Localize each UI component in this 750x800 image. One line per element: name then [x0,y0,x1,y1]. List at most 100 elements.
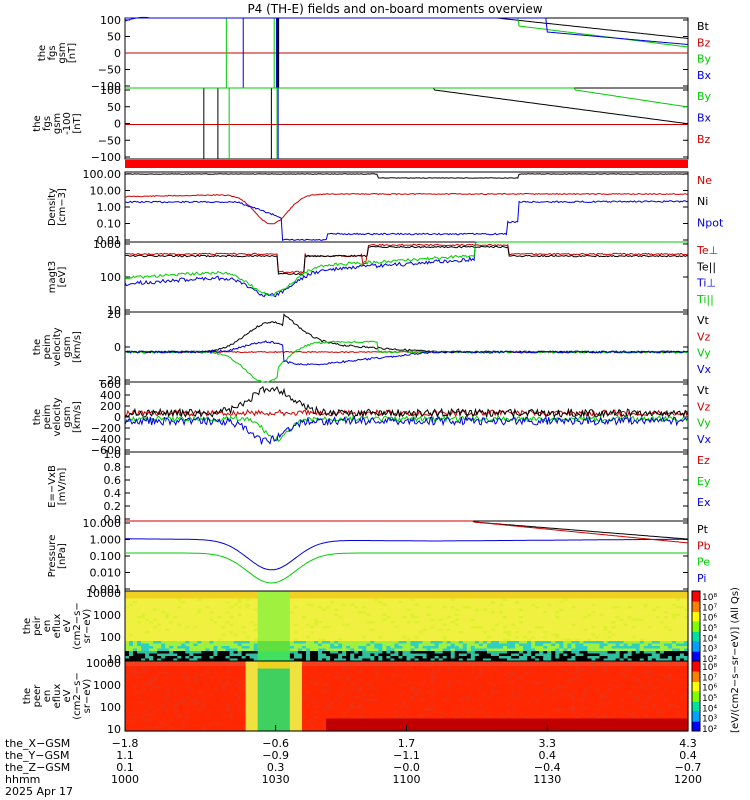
spectrogram-cell [354,646,359,650]
y-tick-label: 200 [100,400,121,413]
spectrogram-cell [390,648,396,652]
spectrogram-cell [583,601,589,605]
spectrogram-cell [309,623,315,627]
spectrogram-cell [322,638,327,642]
spectrogram-cell [571,628,576,632]
spectrogram-cell [330,633,335,637]
spectrogram-cell [386,631,392,635]
spectrogram-cell [209,703,215,707]
spectrogram-cell [579,646,585,650]
spectrogram-cell [314,603,319,607]
y-axis-label: eflux [52,614,63,639]
spectrogram-cell [603,603,609,607]
spectrogram-cell [579,638,585,642]
spectrogram-cell [362,611,367,615]
spectrogram-cell [221,618,227,622]
spectrogram-cell [470,656,476,660]
spectrogram-cell [197,636,203,640]
spectrogram-cell [531,611,536,615]
spectrogram-cell [555,611,560,615]
spectrogram-cell [277,596,283,600]
spectrogram-cell [237,676,243,680]
spectrogram-cell [229,661,235,665]
spectrogram-cell [301,658,307,662]
spectrogram-cell [177,681,182,685]
spectrogram-cell [125,728,130,732]
spectrogram-cell [519,651,524,655]
spectrogram-cell [390,618,396,622]
spectrogram-cell [149,726,154,730]
spectrogram-cell [446,621,452,625]
spectrogram-cell [382,593,387,597]
spectrogram-cell [221,621,227,625]
spectrogram-cell [213,693,219,697]
spectrogram-cell [671,658,677,662]
spectrogram-cell [531,603,536,607]
spectrogram-cell [205,643,211,647]
spectrogram-cell [157,596,162,600]
spectrogram-cell [651,623,657,627]
spectrogram-cell [587,628,593,632]
spectrogram-cell [470,591,476,595]
spectrogram-cell [209,723,215,727]
spectrogram-cell [430,616,436,620]
spectrogram-cell [157,726,162,730]
spectrogram-cell [149,671,154,675]
spectrogram-cell [382,608,387,612]
spectrogram-cell [141,651,146,655]
spectrogram-cell [671,601,677,605]
spectrogram-cell [289,646,295,650]
spectrogram-cell [647,621,653,625]
spectrogram-cell [615,606,621,610]
spectrogram-cell [374,596,379,600]
spectrogram-cell [221,658,227,662]
spectrogram-cell [607,631,613,635]
spectrogram-cell [273,598,279,602]
spectrogram-cell [201,623,207,627]
spectrogram-cell [161,696,166,700]
spectrogram-cell [213,616,219,620]
spectrogram-cell [346,618,351,622]
spectrogram-cell [161,591,166,595]
spectrogram-cell [277,613,283,617]
spectrogram-cell [547,648,552,652]
spectrogram-cell [301,623,307,627]
spectrogram-cell [137,711,142,715]
y-tick-label: 0 [114,411,121,424]
spectrogram-cell [330,621,335,625]
spectrogram-cell [221,591,227,595]
spectrogram-cell [523,656,528,660]
spectrogram-cell [185,681,190,685]
spectrogram-cell [350,613,355,617]
y-axis-label: [km/s] [72,401,83,433]
spectrogram-cell [285,613,291,617]
spectrogram-cell [185,638,190,642]
spectrogram-cell [338,591,343,595]
spectrogram-cell [314,653,319,657]
spectrogram-cell [233,651,239,655]
spectrogram-cell [285,631,291,635]
spectrogram-cell [233,616,239,620]
spectrogram-cell [675,601,681,605]
spectrogram-cell [269,638,275,642]
spectrogram-cell [165,688,170,692]
series-Ne [124,192,689,225]
spectrogram-cell [145,713,150,717]
spectrogram-cell [161,661,166,665]
spectrogram-cell [486,636,492,640]
spectrogram-cell [515,653,520,657]
spectrogram-cell [366,618,371,622]
spectrogram-cell [330,603,335,607]
spectrogram-cell [611,616,617,620]
spectrogram-cell [201,643,207,647]
spectrogram-cell [129,608,134,612]
spectrogram-cell [422,596,428,600]
spectrogram-cell [133,658,138,662]
spectrogram-cell [285,633,291,637]
spectrogram-cell [177,691,182,695]
spectrogram-cell [358,603,363,607]
spectrogram-cell [133,628,138,632]
spectrogram-cell [261,596,267,600]
spectrogram-cell [442,623,448,627]
spectrogram-cell [201,633,207,637]
